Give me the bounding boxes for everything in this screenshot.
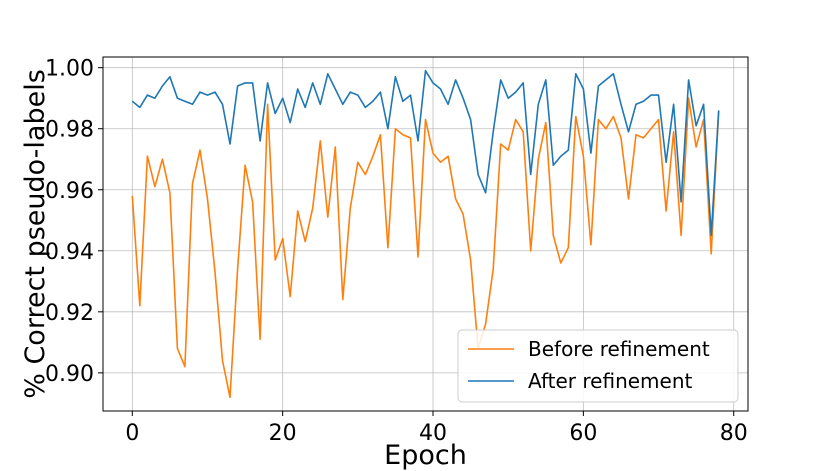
y-tick-label: 0.98 — [45, 118, 94, 143]
x-axis-label: Epoch — [384, 440, 467, 471]
plot-frame — [102, 56, 749, 412]
legend-box — [457, 329, 739, 403]
x-axis-ticks: 0 20 40 60 80 — [125, 411, 748, 446]
y-tick-label: 0.90 — [45, 362, 94, 387]
y-tick-label: 0.92 — [45, 301, 94, 326]
x-tick-label: 20 — [269, 421, 297, 446]
series-line-after-refinement — [131, 69, 720, 237]
y-tick-label: 1.00 — [45, 57, 94, 82]
x-tick-label: 80 — [720, 421, 748, 446]
legend-label: After refinement — [528, 369, 693, 393]
y-tick-label: 0.96 — [45, 179, 94, 204]
legend: Before refinement After refinement — [457, 329, 739, 403]
series-lines — [131, 69, 720, 399]
x-tick-label: 40 — [419, 421, 447, 446]
y-axis-ticks: 0.90 0.92 0.94 0.96 0.98 1.00 — [45, 57, 103, 387]
x-tick-label: 60 — [569, 421, 597, 446]
y-tick-label: 0.94 — [45, 240, 94, 265]
x-tick-label: 0 — [125, 421, 139, 446]
legend-label: Before refinement — [528, 337, 710, 361]
y-axis-label: % Correct pseudo-labels — [20, 69, 51, 399]
series-line-before-refinement — [131, 97, 720, 399]
